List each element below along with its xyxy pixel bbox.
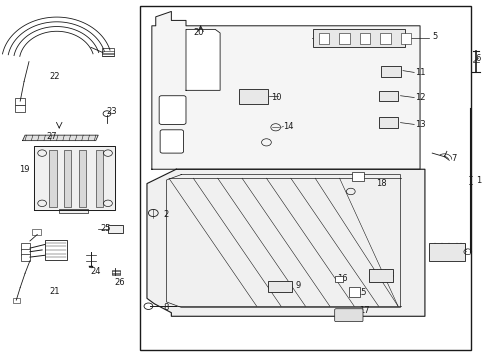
Text: 10: 10 — [270, 93, 281, 102]
FancyBboxPatch shape — [159, 96, 185, 125]
Bar — [15, 105, 25, 112]
Bar — [400, 33, 410, 44]
Text: 12: 12 — [414, 93, 425, 102]
Text: 2: 2 — [163, 210, 169, 219]
Bar — [238, 89, 267, 104]
Polygon shape — [34, 146, 115, 211]
Bar — [79, 149, 86, 207]
Text: 25: 25 — [100, 224, 111, 233]
Bar — [21, 243, 30, 250]
Text: 24: 24 — [90, 267, 101, 276]
Text: 9: 9 — [295, 281, 300, 290]
Text: 11: 11 — [414, 68, 425, 77]
Text: 8: 8 — [163, 303, 169, 312]
Text: 4: 4 — [460, 244, 466, 253]
Text: 21: 21 — [49, 287, 60, 296]
Text: 5: 5 — [431, 32, 436, 41]
Bar — [15, 98, 25, 105]
Text: 15: 15 — [356, 288, 366, 297]
Bar — [102, 48, 114, 56]
Text: 26: 26 — [115, 278, 125, 287]
Polygon shape — [185, 30, 220, 90]
Bar — [13, 298, 20, 303]
Bar — [338, 33, 349, 44]
Bar — [334, 276, 343, 282]
Bar — [108, 225, 122, 233]
Text: 19: 19 — [19, 165, 29, 174]
Text: 6: 6 — [475, 54, 480, 63]
Text: 3: 3 — [387, 270, 393, 279]
Text: 23: 23 — [106, 107, 117, 116]
Text: 17: 17 — [358, 306, 368, 315]
Bar — [44, 240, 66, 260]
Bar — [318, 33, 329, 44]
Text: 1: 1 — [475, 176, 480, 185]
Polygon shape — [22, 135, 98, 140]
Text: 18: 18 — [375, 179, 386, 188]
Bar — [21, 249, 30, 255]
Text: 7: 7 — [450, 154, 456, 163]
Bar — [140, 6, 470, 350]
Bar — [348, 287, 359, 297]
Bar — [380, 66, 400, 77]
Bar — [21, 254, 30, 261]
Bar — [379, 33, 390, 44]
FancyBboxPatch shape — [160, 130, 183, 153]
Bar — [267, 281, 292, 292]
Bar — [351, 172, 363, 181]
Bar — [368, 269, 392, 282]
Polygon shape — [147, 169, 424, 316]
Text: 16: 16 — [336, 274, 346, 283]
Polygon shape — [161, 98, 183, 123]
Bar — [49, 149, 57, 207]
Bar — [378, 117, 397, 128]
Bar — [428, 243, 465, 261]
FancyBboxPatch shape — [334, 309, 362, 321]
Bar — [359, 33, 369, 44]
Bar — [312, 29, 405, 47]
Polygon shape — [152, 12, 419, 169]
Text: 22: 22 — [49, 72, 60, 81]
Text: 27: 27 — [46, 132, 57, 141]
Bar — [32, 229, 41, 234]
Bar — [59, 210, 88, 213]
Bar — [64, 149, 71, 207]
Bar — [96, 149, 103, 207]
Bar — [378, 91, 397, 101]
Text: 14: 14 — [283, 122, 293, 131]
Text: 20: 20 — [193, 28, 203, 37]
Bar — [112, 270, 120, 275]
Text: 13: 13 — [414, 120, 425, 129]
